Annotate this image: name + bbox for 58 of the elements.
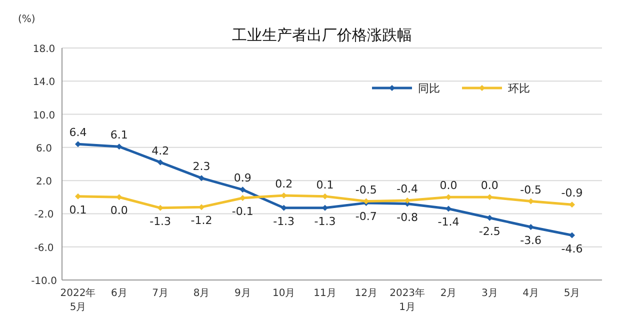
y-axis-title: (%)	[18, 14, 36, 25]
data-label: 0.9	[234, 172, 252, 185]
data-label: 6.4	[69, 126, 87, 140]
data-label: -1.3	[150, 214, 172, 228]
point	[240, 186, 246, 193]
data-label: -1.4	[438, 216, 460, 229]
point	[157, 159, 164, 166]
data-label: 0.2	[275, 177, 293, 190]
x-tick-label: 8月	[193, 288, 210, 299]
point	[446, 206, 452, 212]
x-tick-label: 4月	[522, 288, 540, 299]
data-label: -0.9	[561, 186, 583, 200]
data-label: -0.8	[396, 210, 418, 224]
y-tick-label: 18.0	[32, 44, 56, 55]
data-label: -0.5	[355, 183, 377, 196]
data-label: -1.3	[273, 214, 295, 228]
x-tick-label: 12月	[354, 288, 378, 299]
y-tick-label: 10.0	[32, 110, 56, 122]
point	[528, 224, 534, 230]
x-tick-label: 2022年 5月	[60, 287, 96, 313]
chart-title: 工业生产者出厂价格涨跌幅	[232, 26, 412, 44]
data-label: -3.6	[520, 234, 542, 247]
data-label: 0.0	[440, 179, 458, 192]
data-label: 0.0	[110, 204, 128, 218]
y-tick-label: -10.0	[31, 276, 57, 287]
y-tick-label: 6.0	[36, 143, 52, 154]
data-label: 6.1	[110, 128, 128, 142]
x-tick-label: 3月	[481, 288, 498, 299]
x-tick-label: 5月	[564, 288, 580, 299]
data-label: 0.1	[69, 203, 87, 216]
data-label: -0.5	[520, 183, 542, 196]
data-label: -0.7	[355, 210, 377, 223]
legend-label: 环比	[508, 82, 530, 95]
x-tick-label: 10月	[272, 288, 296, 299]
data-label: 0.0	[480, 179, 498, 192]
y-tick-label: -2.0	[34, 210, 54, 221]
y-tick-label: 2.0	[36, 176, 52, 188]
point	[198, 175, 204, 182]
point	[486, 214, 493, 221]
y-tick-label: -6.0	[34, 242, 54, 254]
data-label: -1.2	[190, 214, 212, 228]
data-label: 4.2	[152, 144, 170, 158]
data-label: -0.1	[232, 204, 254, 218]
x-tick-label: 11月	[314, 288, 336, 299]
x-tick-label: 2月	[440, 288, 457, 299]
data-label: -2.5	[478, 224, 500, 238]
x-tick-label: 7月	[152, 288, 169, 299]
x-tick-label: 6月	[110, 288, 128, 299]
data-label: -4.6	[561, 242, 583, 256]
data-label: 2.3	[192, 160, 210, 174]
legend-label: 同比	[418, 82, 440, 95]
x-tick-label: 2023年 1月	[390, 287, 426, 313]
x-tick-label: 9月	[234, 288, 251, 299]
data-label: -0.4	[396, 182, 418, 196]
data-label: -1.3	[314, 214, 336, 228]
point	[569, 232, 575, 238]
data-label: 0.1	[316, 178, 334, 192]
y-tick-label: 14.0	[32, 77, 56, 88]
